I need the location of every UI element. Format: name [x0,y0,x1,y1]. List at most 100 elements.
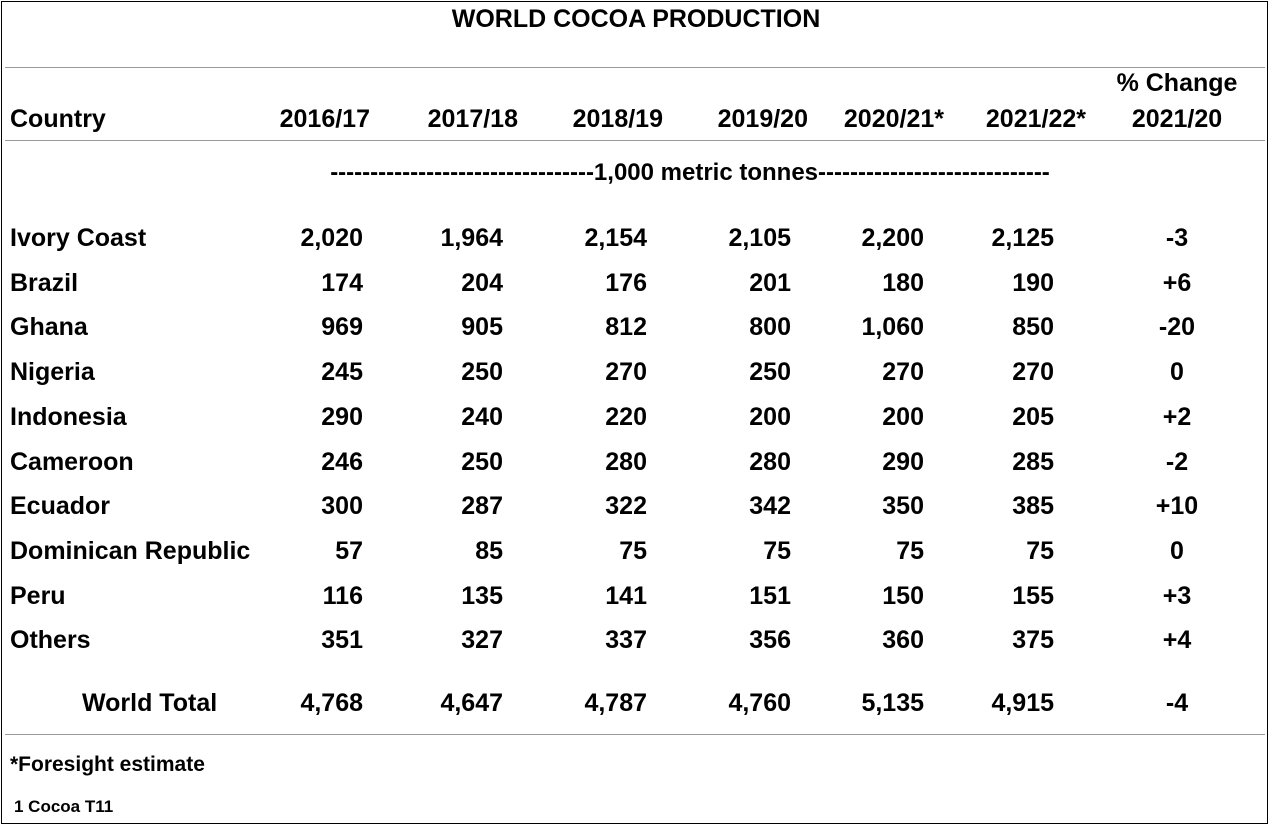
row-value: 75 [619,537,647,565]
total-value: 5,135 [861,689,924,717]
row-value: 246 [321,448,363,476]
row-value: 250 [749,358,791,386]
row-country: Others [10,626,91,654]
row-value: 287 [461,492,503,520]
row-value: 2,200 [861,224,924,252]
row-value: 356 [749,626,791,654]
row-change: 0 [1170,358,1184,386]
row-value: 351 [321,626,363,654]
row-value: 174 [321,269,363,297]
row-value: 151 [749,582,791,610]
header-year-2020-21: 2020/21* [843,105,944,133]
footnote: *Foresight estimate [10,753,205,776]
row-change: +4 [1162,626,1192,654]
header-year-2017-18: 2017/18 [427,105,518,133]
header-year-2018-19: 2018/19 [572,105,663,133]
row-value: 135 [461,582,503,610]
row-value: 2,154 [584,224,647,252]
row-value: 270 [605,358,647,386]
row-value: 2,125 [991,224,1054,252]
header-change-period: 2021/20 [1131,105,1223,133]
row-value: 327 [461,626,503,654]
row-value: 342 [749,492,791,520]
row-value: 75 [1026,537,1054,565]
row-value: 969 [321,313,363,341]
row-value: 155 [1012,582,1054,610]
row-change: -2 [1165,448,1189,476]
row-value: 337 [605,626,647,654]
header-top-rule [5,67,1265,68]
row-value: 116 [322,582,363,610]
row-value: 150 [882,582,924,610]
row-value: 270 [1012,358,1054,386]
row-value: 220 [605,403,647,431]
row-value: 285 [1012,448,1054,476]
row-value: 360 [882,626,924,654]
row-value: 75 [896,537,924,565]
row-value: 300 [321,492,363,520]
header-year-2019-20: 2019/20 [717,105,808,133]
row-change: -3 [1165,224,1189,252]
row-change: +3 [1162,582,1192,610]
header-change-label: % Change [1116,69,1238,97]
header-bottom-rule [5,140,1265,141]
total-value: 4,760 [728,689,791,717]
row-value: 375 [1012,626,1054,654]
row-country: Ecuador [10,492,111,520]
row-value: 290 [882,448,924,476]
row-country: Dominican Republic [10,537,251,565]
row-value: 322 [605,492,647,520]
row-value: 800 [749,313,791,341]
row-change: 0 [1170,537,1184,565]
row-value: 201 [749,269,791,297]
row-value: 205 [1012,403,1054,431]
total-value: 4,787 [584,689,647,717]
row-value: 57 [335,537,363,565]
row-change: -20 [1158,313,1196,341]
row-value: 2,105 [728,224,791,252]
row-value: 200 [749,403,791,431]
row-value: 176 [605,269,647,297]
row-value: 250 [461,358,503,386]
total-value: 4,768 [300,689,363,717]
row-value: 1,964 [440,224,503,252]
row-change: +10 [1155,492,1199,520]
row-value: 905 [461,313,503,341]
total-label: World Total [82,689,218,717]
row-value: 141 [605,582,647,610]
total-value: 4,647 [440,689,503,717]
total-change: -4 [1165,689,1189,717]
row-value: 385 [1012,492,1054,520]
row-value: 240 [461,403,503,431]
table-code: 1 Cocoa T11 [14,797,114,816]
table-title: WORLD COCOA PRODUCTION [451,5,821,33]
row-value: 1,060 [861,313,924,341]
row-value: 190 [1012,269,1054,297]
row-value: 350 [882,492,924,520]
row-value: 245 [321,358,363,386]
row-value: 204 [461,269,503,297]
unit-label: ---------------------------------1,000 m… [330,159,1050,186]
row-value: 280 [749,448,791,476]
row-value: 75 [763,537,791,565]
row-value: 180 [882,269,924,297]
row-value: 250 [461,448,503,476]
row-change: +6 [1162,269,1192,297]
footer-rule [5,734,1265,735]
header-year-2021-22: 2021/22* [985,105,1086,133]
row-value: 270 [882,358,924,386]
row-country: Ivory Coast [10,224,147,252]
row-change: +2 [1162,403,1192,431]
row-value: 200 [882,403,924,431]
total-value: 4,915 [991,689,1054,717]
row-value: 280 [605,448,647,476]
row-country: Ghana [10,313,88,341]
header-year-2016-17: 2016/17 [279,105,370,133]
row-country: Cameroon [10,448,134,476]
row-country: Brazil [10,269,79,297]
row-value: 2,020 [300,224,363,252]
row-value: 812 [605,313,647,341]
row-country: Nigeria [10,358,95,386]
row-country: Indonesia [10,403,127,431]
